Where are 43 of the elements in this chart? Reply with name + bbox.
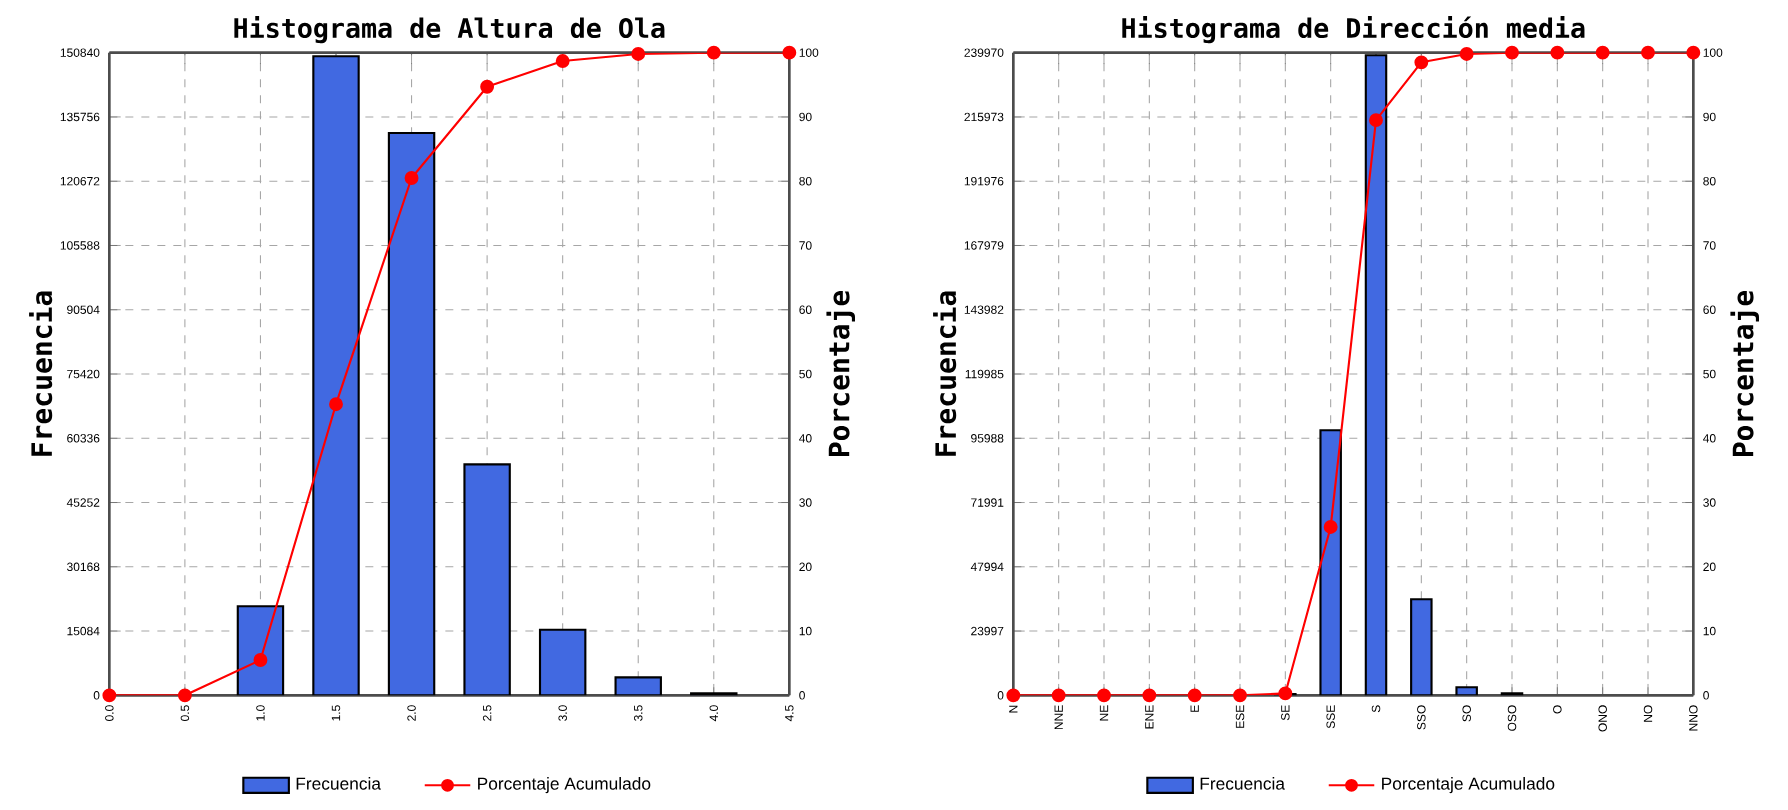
bar (463, 463, 511, 696)
bar (1319, 429, 1342, 696)
point (1187, 688, 1202, 703)
bar (538, 628, 587, 696)
point (1686, 45, 1701, 60)
point (177, 688, 192, 703)
y2-axis-title: Porcentaje (1730, 290, 1759, 457)
point (1595, 45, 1610, 60)
legend-label: Frecuencia (296, 777, 381, 790)
point (329, 397, 343, 412)
chart-title: Histograma de Dirección media (1122, 16, 1585, 44)
point (1278, 686, 1293, 701)
point (1233, 688, 1247, 703)
point (1641, 45, 1655, 60)
y2-axis-title: Porcentaje (826, 290, 855, 457)
bar (236, 605, 285, 696)
point (253, 653, 268, 667)
point (404, 171, 419, 185)
point (1323, 520, 1338, 534)
point (631, 47, 646, 61)
legend-label: Frecuencia (1200, 777, 1285, 790)
point (1051, 688, 1066, 703)
legend-label: Porcentaje Acumulado (1382, 777, 1555, 794)
point (1550, 45, 1565, 60)
point (1142, 688, 1157, 703)
point (1414, 55, 1429, 70)
bar (312, 55, 360, 696)
y-axis-title: Frecuencia (933, 291, 957, 456)
point (1459, 47, 1474, 61)
point (102, 688, 117, 703)
point (1097, 688, 1111, 703)
point (1505, 45, 1519, 60)
point (1006, 688, 1021, 703)
legend-label: Porcentaje Acumulado (478, 777, 651, 794)
bar (387, 131, 436, 696)
chart-title: Histograma de Altura de Ola (234, 16, 665, 44)
bar (1364, 54, 1388, 696)
point (782, 45, 797, 60)
point (706, 45, 721, 60)
point (555, 54, 570, 68)
point (480, 79, 495, 94)
point (1369, 113, 1383, 128)
y-axis-title: Frecuencia (29, 291, 53, 456)
